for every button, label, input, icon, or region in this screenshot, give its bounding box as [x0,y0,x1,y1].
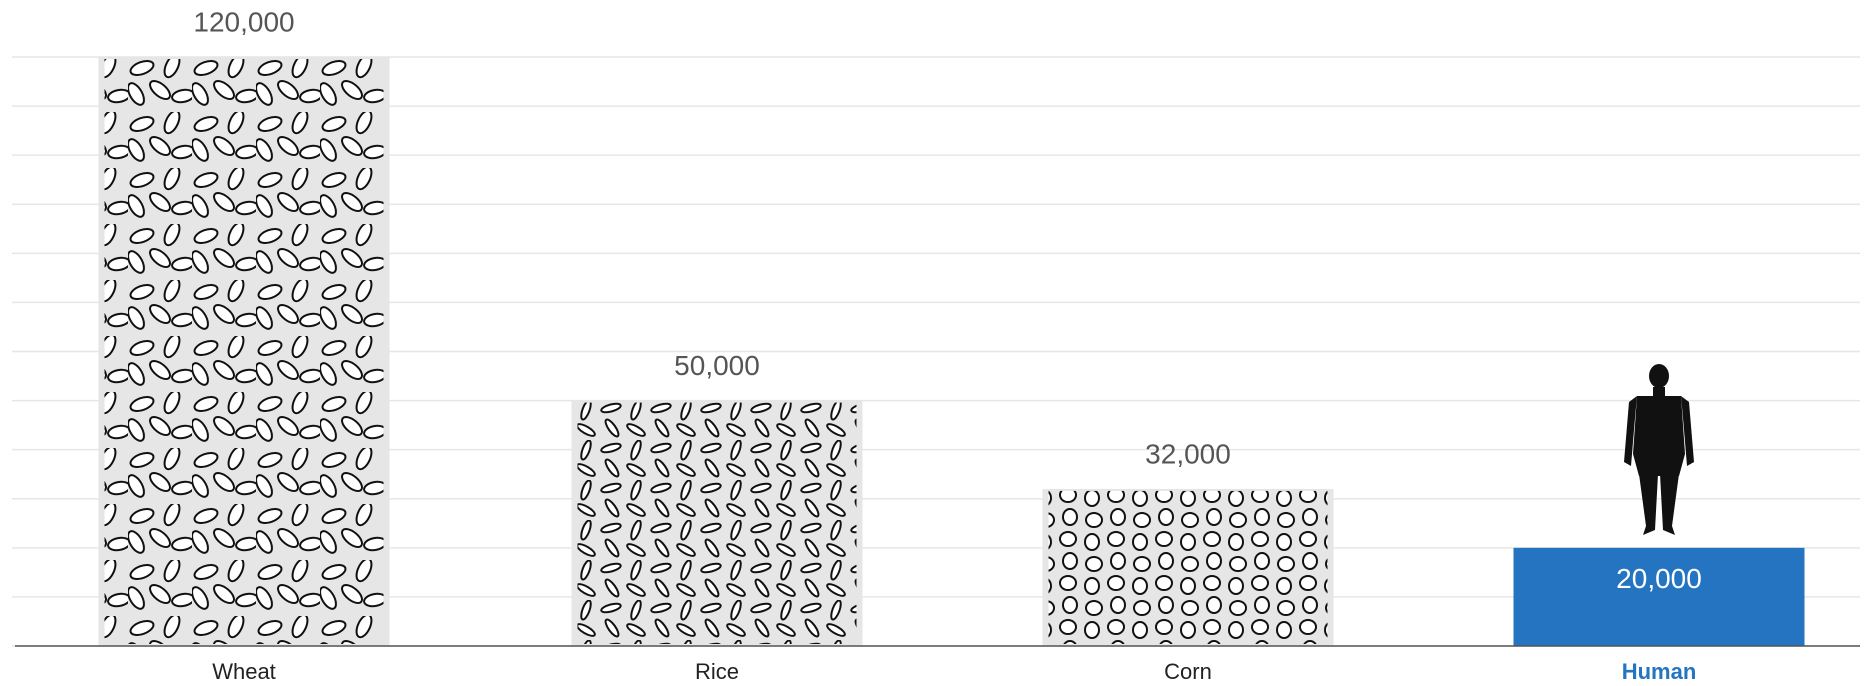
value-label: 32,000 [1145,438,1231,469]
x-tick-label: Wheat [212,659,276,684]
x-tick-label: Human [1622,659,1697,684]
x-tick-label: Corn [1164,659,1212,684]
bar-texture [578,403,857,644]
human-figure [1624,364,1694,535]
value-label: 20,000 [1616,563,1702,594]
page: {"chart_data": {"type": "bar", "categori… [0,0,1864,686]
chart: 120,000 Wheat 50,000 Rice 32,000 Corn 20,000 Hu… [0,0,1864,686]
x-tick-label: Rice [695,659,739,684]
bar-texture [105,59,384,644]
value-label: 120,000 [193,6,294,37]
bar-texture [1049,491,1328,644]
value-label: 50,000 [674,350,760,381]
